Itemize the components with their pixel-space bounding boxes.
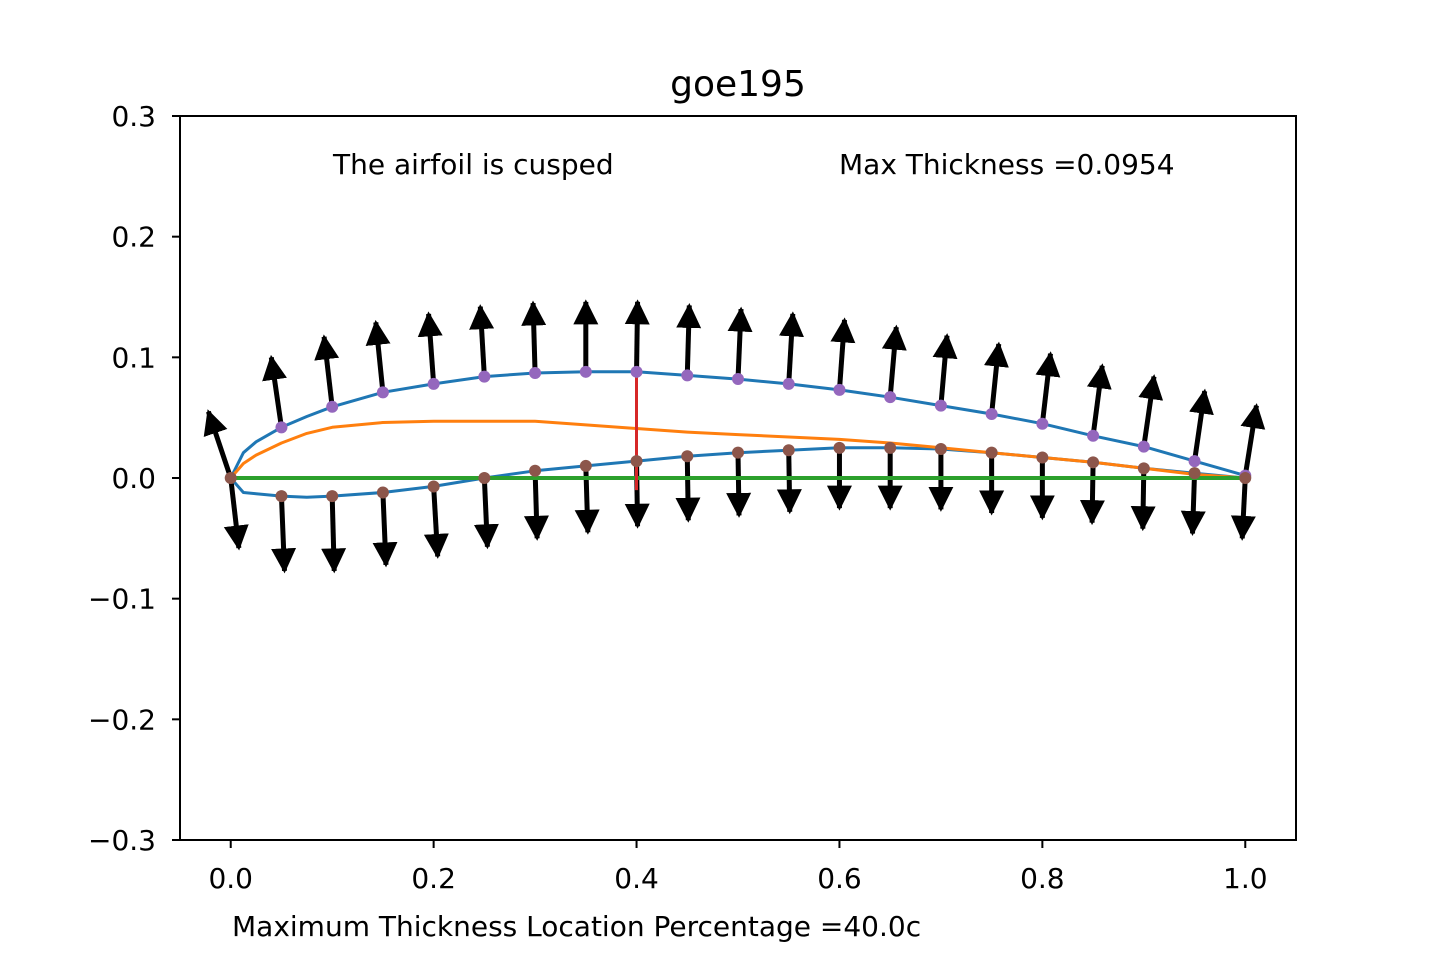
chart-title: goe195 [670,64,806,105]
lower-point [681,450,694,463]
plot-area [203,299,1266,574]
normal-arrow-up [1086,363,1112,437]
upper-point [833,383,846,396]
y-tick-label: 0.1 [111,341,156,374]
x-axis-label: Maximum Thickness Location Percentage =4… [232,910,921,943]
normal-arrow-up [624,299,650,372]
lower-point [630,455,643,468]
lower-point [427,480,440,493]
upper-point [934,399,947,412]
normal-arrow-down [675,456,701,523]
normal-arrow-down [776,450,802,515]
upper-point [376,386,389,399]
normal-arrow-up [830,317,856,391]
normal-arrow-down [423,486,449,559]
upper-point [579,365,592,378]
cusp-annotation: The airfoil is cusped [332,148,614,181]
normal-arrow-up [417,311,443,385]
upper-point [985,408,998,421]
lower-point [1239,472,1252,484]
normal-arrow-up [779,311,804,385]
x-tick-label: 0.8 [1020,862,1065,895]
normal-arrow-up [1240,403,1266,476]
upper-point [732,373,744,386]
y-tick-label: −0.1 [88,583,156,616]
normal-arrow-up [932,333,958,406]
upper-point [884,391,897,404]
normal-arrow-down [1230,477,1256,541]
lower-point [985,446,998,459]
normal-arrow-up [727,306,753,380]
lower-point [1137,462,1150,475]
normal-arrow-up [676,302,702,376]
lower-point [934,443,947,456]
upper-point [478,370,491,383]
normal-arrow-down [726,452,752,518]
upper-point [427,377,440,390]
x-tick-label: 0.0 [208,862,253,895]
normal-arrow-up [984,341,1009,415]
normal-arrow-down [321,496,347,574]
y-tick-label: 0.0 [111,462,156,495]
normal-arrow-down [372,492,398,568]
normal-arrow-up [469,304,495,377]
lower-point [782,444,795,457]
upper-surface [229,370,1246,479]
normal-arrow-up [262,354,287,428]
y-tick-label: 0.3 [111,100,156,133]
x-tick-label: 0.6 [817,862,862,895]
upper-point [1036,417,1049,430]
normal-arrow-down [523,470,549,541]
lower-point [376,486,389,499]
upper-point [630,365,643,378]
x-tick-label: 0.2 [411,862,456,895]
lower-point [326,490,339,503]
upper-point [681,369,694,382]
normal-arrow-up [1035,351,1061,424]
x-tick-label: 0.4 [614,862,659,895]
normal-arrow-up [521,300,547,374]
upper-point [1137,440,1150,453]
lower-point [884,441,897,454]
normal-arrow-up [1189,388,1214,462]
lower-point [1087,456,1100,469]
y-tick-label: 0.2 [111,221,156,254]
lower-point [224,472,237,484]
lower-point [478,472,491,484]
lower-point [732,446,744,459]
normal-arrow-down [1079,462,1105,526]
y-tick-label: −0.3 [88,824,156,857]
camber-line [229,419,1246,480]
normal-arrow-down [473,477,499,550]
upper-point [782,377,795,390]
lower-point [529,464,542,477]
normal-arrow-down [223,477,249,551]
x-axis: 0.0 0.2 0.4 0.6 0.8 1.0 [208,840,1268,895]
normal-arrow-up [1138,374,1164,447]
upper-point [1087,429,1100,442]
lower-point [275,490,288,503]
upper-point [529,367,542,380]
upper-point [1188,455,1201,468]
normal-arrow-down [574,465,600,535]
lower-point [1036,451,1049,464]
x-tick-label: 1.0 [1223,862,1268,895]
normal-arrow-down [1180,473,1206,537]
upper-point [275,421,288,434]
lower-point [1188,467,1201,480]
upper-point [326,400,339,413]
normal-arrow-up [881,324,907,398]
y-tick-label: −0.2 [88,703,156,736]
normal-arrow-down [271,495,297,574]
normal-arrow-up [203,409,234,479]
lower-point [833,441,846,454]
normal-arrow-up [365,319,391,393]
normal-arrow-up [314,334,340,408]
lower-point [579,459,592,472]
y-axis: 0.3 0.2 0.1 0.0 −0.1 −0.2 −0.3 [88,100,180,857]
max-thickness-annotation: Max Thickness =0.0954 [839,148,1175,181]
